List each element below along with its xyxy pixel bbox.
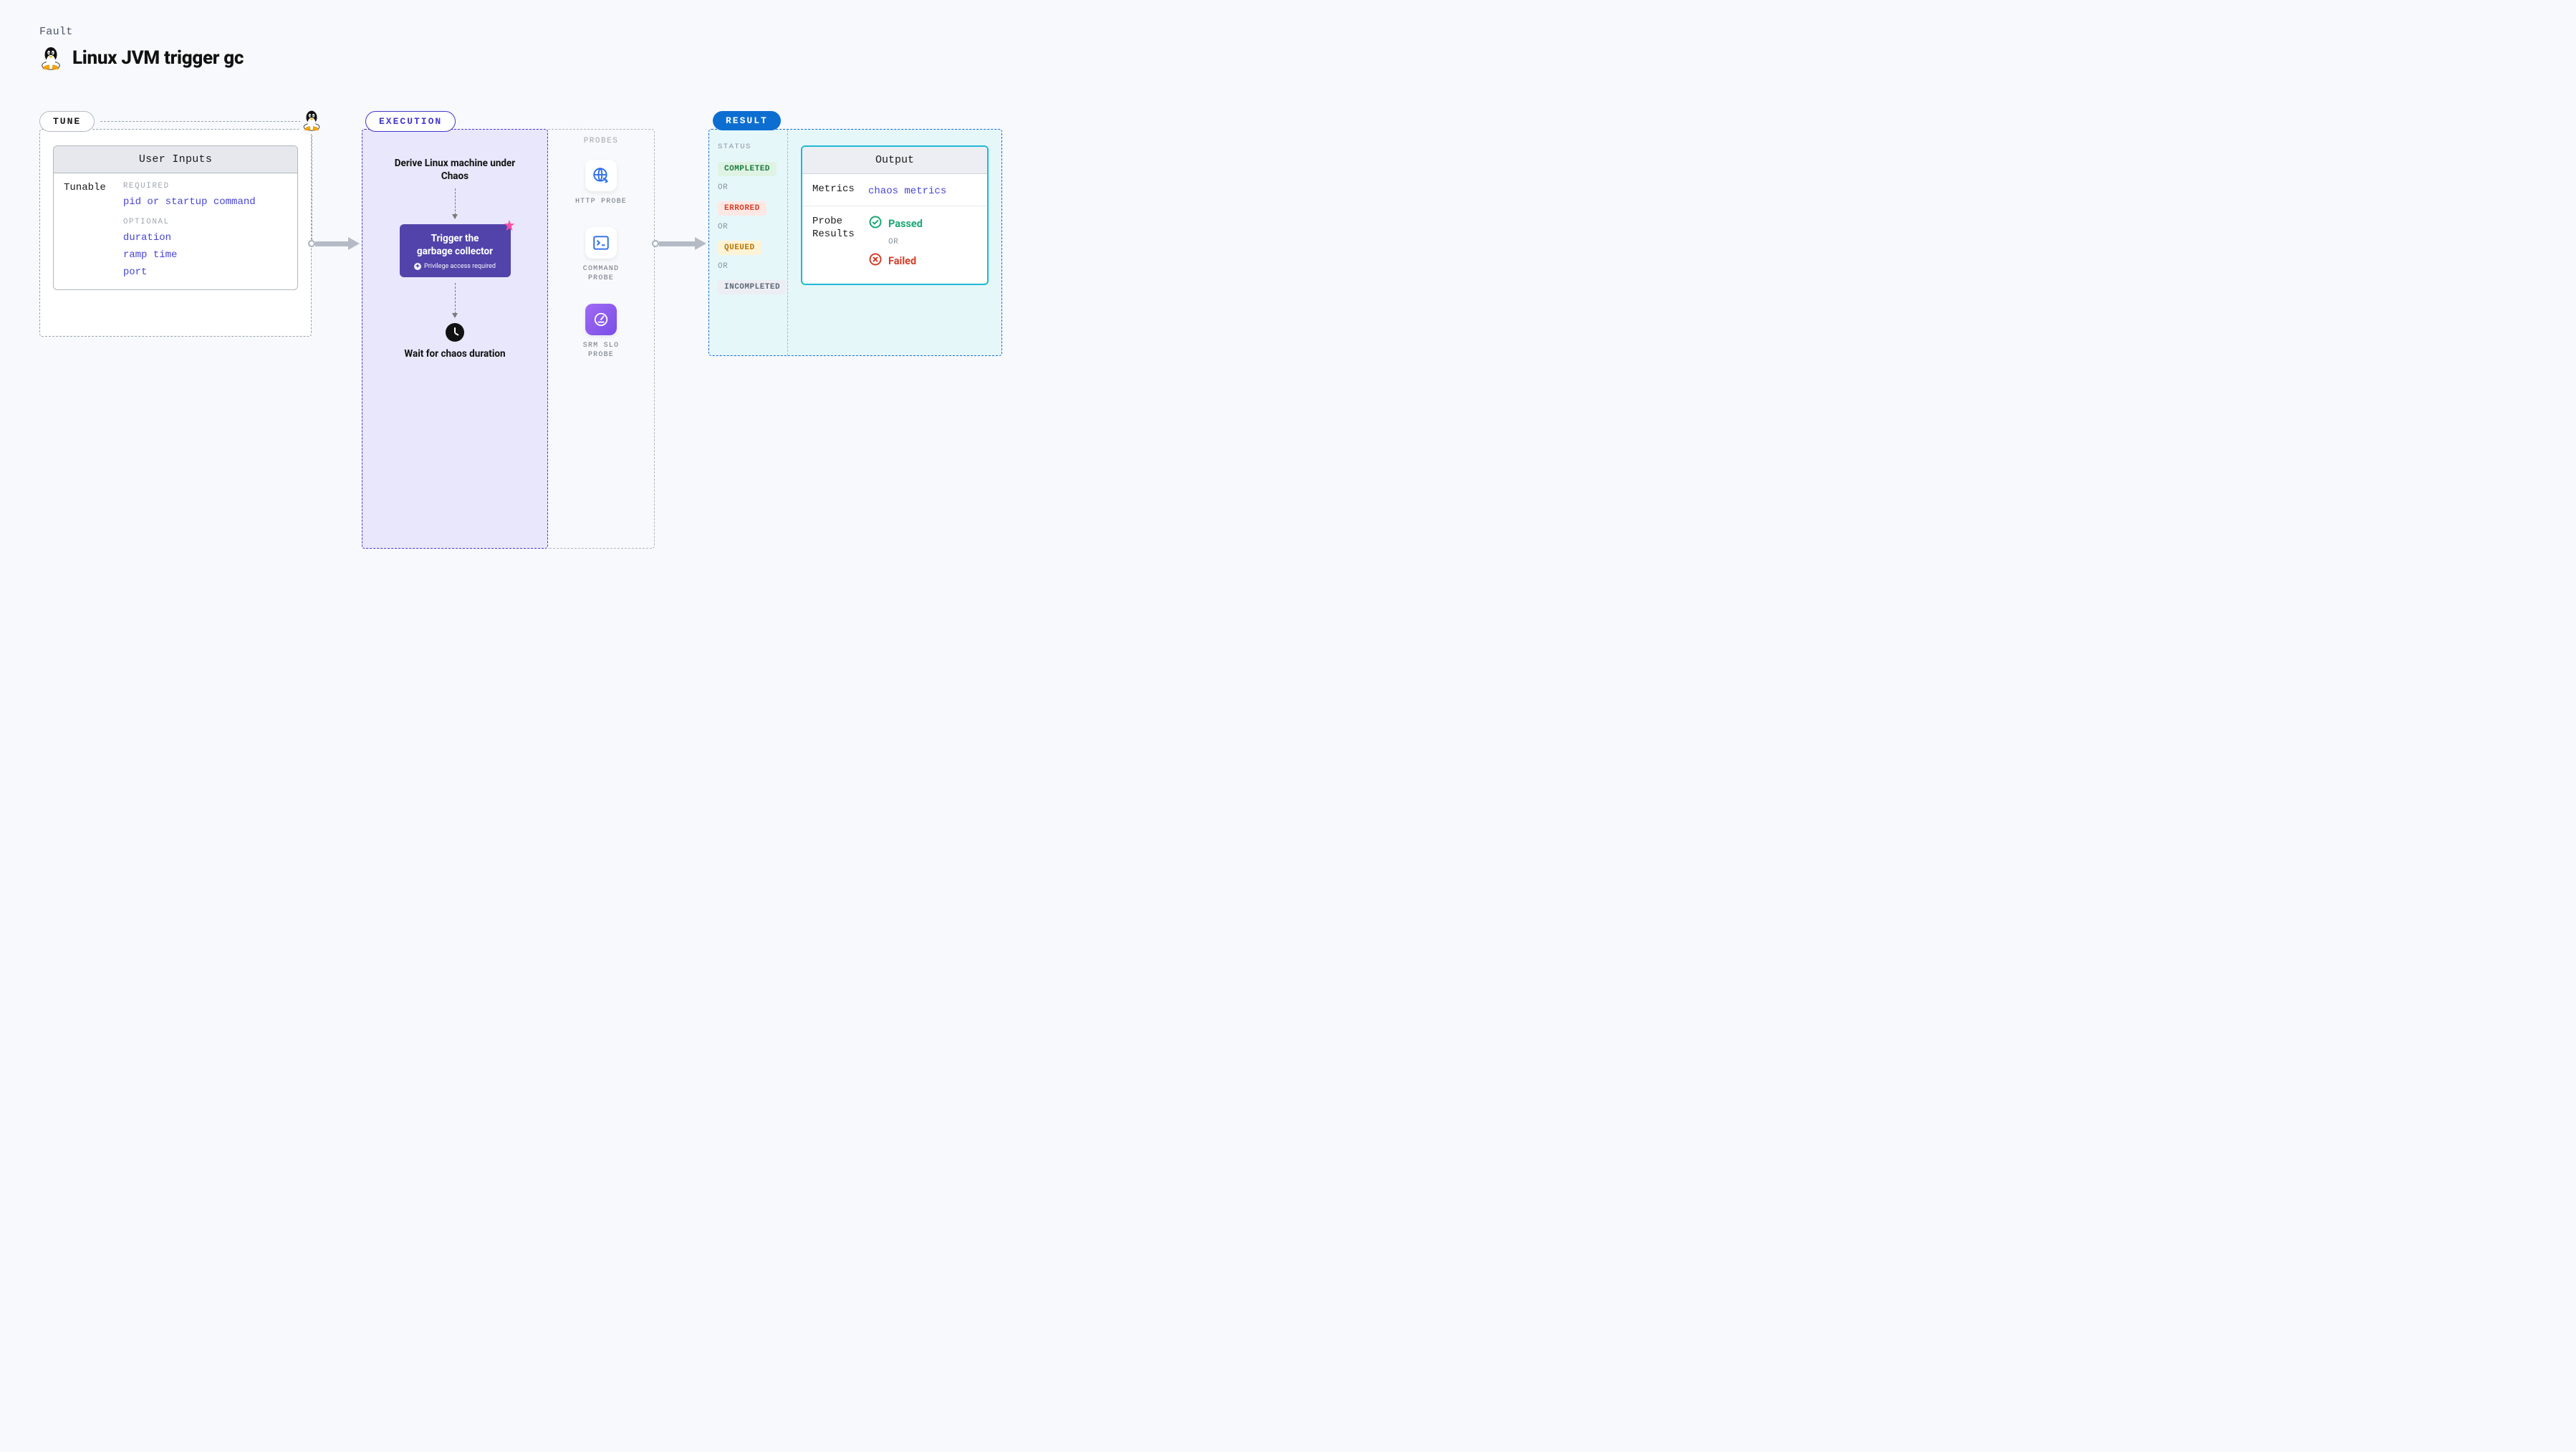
probe-item: COMMAND PROBE xyxy=(569,227,633,284)
execution-panel: Derive Linux machine under Chaos Trigger… xyxy=(362,129,548,549)
tux-icon xyxy=(300,110,323,134)
pin-icon xyxy=(503,219,516,232)
probe-label: HTTP PROBE xyxy=(569,197,633,207)
tunable-label: Tunable xyxy=(64,182,106,278)
probe-label: COMMAND PROBE xyxy=(569,264,633,284)
probe-item: SRM SLO PROBE xyxy=(569,304,633,360)
probe-results-label: Probe Results xyxy=(812,215,868,241)
tune-pill: TUNE xyxy=(39,111,95,132)
gauge-icon xyxy=(585,304,617,335)
tunable-item: duration xyxy=(123,232,287,244)
terminal-icon xyxy=(585,227,617,259)
user-inputs-title: User Inputs xyxy=(54,146,297,173)
status-badge-queued: QUEUED xyxy=(718,241,761,255)
or-text: OR xyxy=(888,238,977,246)
metrics-label: Metrics xyxy=(812,183,868,196)
trigger-subtitle-text: Privilege access required xyxy=(424,263,496,270)
probes-panel: PROBES HTTP PROBE COMMAND PROBE SRM SLO … xyxy=(548,129,655,549)
probe-label: SRM SLO PROBE xyxy=(569,341,633,360)
status-badge-incompleted: INCOMPLETED xyxy=(718,280,787,294)
status-label: STATUS xyxy=(718,143,779,151)
tunable-item: pid or startup command xyxy=(123,196,287,208)
flow-arrow xyxy=(308,237,360,250)
trigger-subtitle: ✦ Privilege access required xyxy=(414,263,496,270)
output-row-probe-results: Probe Results Passed OR xyxy=(802,206,987,284)
tune-panel: User Inputs Tunable REQUIRED pid or star… xyxy=(39,129,312,337)
fault-label: Fault xyxy=(39,26,73,38)
globe-icon xyxy=(585,160,617,191)
down-arrow-icon xyxy=(455,283,456,317)
status-badge-completed: COMPLETED xyxy=(718,162,777,176)
probes-label: PROBES xyxy=(548,137,654,145)
or-text: OR xyxy=(718,262,779,271)
exec-step-wait: Wait for chaos duration xyxy=(404,347,505,360)
output-card: Output Metrics chaos metrics Probe Resul… xyxy=(801,145,989,285)
down-arrow-icon xyxy=(455,188,456,218)
failed-text: Failed xyxy=(888,255,916,267)
passed-text: Passed xyxy=(888,218,923,230)
tune-connector-top xyxy=(100,121,312,122)
status-column: STATUS COMPLETED OR ERRORED OR QUEUED OR… xyxy=(709,130,788,355)
tux-icon xyxy=(39,46,62,70)
metrics-link[interactable]: chaos metrics xyxy=(868,186,946,197)
probe-result-passed: Passed xyxy=(868,215,977,232)
or-text: OR xyxy=(718,183,779,192)
probe-item: HTTP PROBE xyxy=(569,160,633,207)
check-circle-icon xyxy=(868,215,883,232)
x-circle-icon xyxy=(868,252,883,269)
clock-icon xyxy=(446,323,464,342)
or-text: OR xyxy=(718,223,779,231)
result-pill: RESULT xyxy=(713,111,781,130)
exec-step-derive: Derive Linux machine under Chaos xyxy=(387,157,523,183)
user-inputs-card: User Inputs Tunable REQUIRED pid or star… xyxy=(53,145,298,290)
flow-arrow xyxy=(652,237,706,250)
output-row-metrics: Metrics chaos metrics xyxy=(802,174,987,206)
required-label: REQUIRED xyxy=(123,182,287,191)
tunable-item: ramp time xyxy=(123,249,287,261)
page-title: Linux JVM trigger gc xyxy=(72,47,244,69)
optional-label: OPTIONAL xyxy=(123,218,287,226)
probe-result-failed: Failed xyxy=(868,252,977,269)
execution-pill: EXECUTION xyxy=(365,111,456,132)
output-title: Output xyxy=(802,147,987,174)
privilege-icon: ✦ xyxy=(414,263,421,270)
trigger-title: Trigger the garbage collector xyxy=(414,233,496,258)
exec-trigger-box: Trigger the garbage collector ✦ Privileg… xyxy=(400,224,511,277)
tunable-item: port xyxy=(123,266,287,278)
result-panel: STATUS COMPLETED OR ERRORED OR QUEUED OR… xyxy=(708,129,1002,356)
status-badge-errored: ERRORED xyxy=(718,201,766,216)
output-column: Output Metrics chaos metrics Probe Resul… xyxy=(788,130,1001,355)
page-title-row: Linux JVM trigger gc xyxy=(39,46,244,70)
